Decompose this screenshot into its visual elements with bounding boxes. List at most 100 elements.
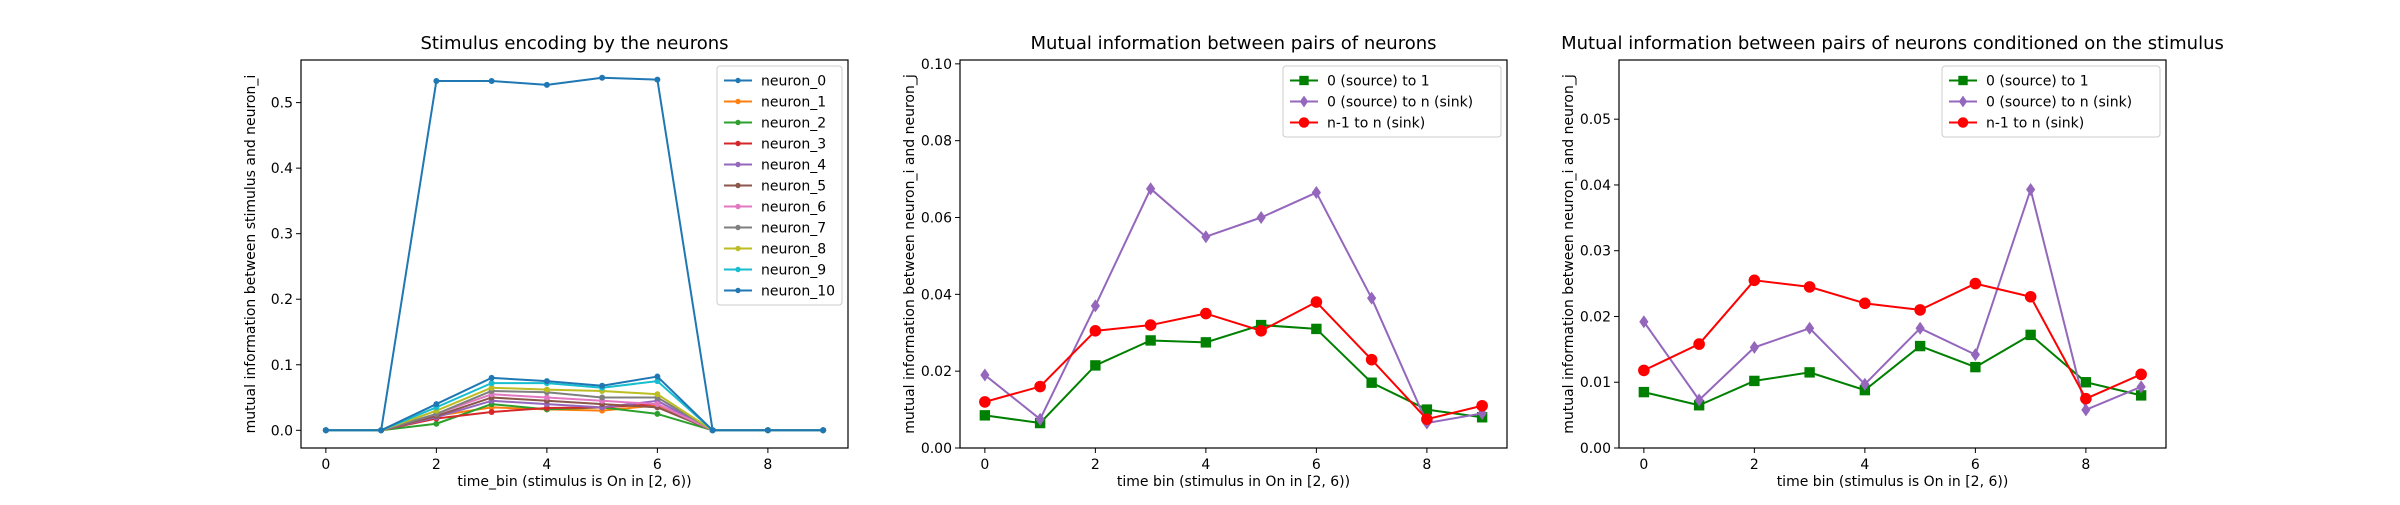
x-tick-label: 2 — [1091, 457, 1100, 473]
chart-panel-1: 0 2 4 6 8 0.0 0.1 0.2 0.3 0.4 0.5 Stimulus encoding… — [243, 33, 849, 490]
data-point — [654, 76, 661, 83]
data-point — [654, 410, 661, 417]
axes-frame — [959, 59, 1508, 449]
data-point — [1970, 361, 1981, 373]
legend-item: neuron_4 — [724, 158, 826, 174]
data-point — [1749, 340, 1759, 354]
legend-item: 0 (source) to n (sink) — [1290, 95, 1473, 111]
x-tick-label: 4 — [1860, 457, 1869, 473]
data-point — [433, 401, 440, 408]
data-point — [709, 427, 716, 434]
legend-label: neuron_3 — [761, 137, 826, 153]
data-point — [1693, 338, 1705, 350]
y-tick-label: 0.02 — [1580, 309, 1611, 325]
data-point — [1804, 367, 1815, 378]
data-point — [2135, 390, 2147, 401]
legend-label: neuron_5 — [761, 179, 826, 195]
legend-swatch-marker — [735, 119, 741, 126]
data-point — [543, 378, 550, 385]
series-line-10 — [325, 375, 824, 432]
x-axis-label: time bin (stimulus is On in [2, 6)) — [1777, 474, 2009, 490]
data-point — [543, 386, 550, 393]
data-point — [1034, 380, 1046, 393]
data-point — [1090, 299, 1100, 313]
y-tick-label: 0.00 — [1580, 441, 1611, 457]
legend-swatch-marker — [735, 161, 741, 168]
legend-label: neuron_6 — [761, 200, 826, 216]
legend: neuron_0 neuron_1 neuron_2 neuron_3 neuron_4… — [716, 65, 843, 306]
data-point — [433, 77, 440, 84]
x-tick-label: 4 — [1201, 457, 1210, 473]
y-axis-label: mutual information between neuron_i and … — [902, 74, 918, 434]
legend-label: 0 (source) to 1 — [1986, 74, 2089, 90]
y-tick-label: 0.0 — [271, 423, 293, 439]
y-axis-label: mutual information between stimulus and … — [243, 75, 259, 434]
x-tick-label: 8 — [2081, 457, 2090, 473]
legend-label: neuron_10 — [761, 284, 835, 300]
x-tick-label: 4 — [542, 457, 551, 473]
data-point — [1915, 321, 1925, 335]
data-point — [654, 391, 661, 398]
legend-item: neuron_6 — [724, 200, 826, 216]
data-point — [1914, 340, 1926, 352]
data-point — [1970, 348, 1980, 362]
data-point — [599, 394, 606, 401]
legend-label: neuron_7 — [761, 221, 826, 237]
data-point — [980, 368, 990, 382]
legend-label: neuron_8 — [761, 242, 826, 258]
plot-area — [322, 74, 827, 434]
data-point — [2135, 368, 2147, 381]
data-point — [820, 427, 827, 434]
data-point — [1803, 281, 1816, 293]
data-point — [378, 427, 385, 434]
data-point — [488, 77, 495, 84]
legend-swatch-marker — [1957, 117, 1969, 128]
legend-box — [1282, 65, 1502, 138]
data-point — [1200, 337, 1212, 348]
y-tick-label: 0.4 — [271, 161, 293, 177]
legend: 0 (source) to 1 0 (source) to n (sink) n-1… — [1282, 65, 1502, 138]
y-tick-label: 0.3 — [271, 227, 293, 243]
legend-swatch-marker — [735, 245, 741, 252]
data-point — [654, 373, 661, 380]
data-point — [979, 410, 991, 421]
plot-area — [1638, 183, 2147, 417]
x-tick-label: 2 — [432, 457, 441, 473]
data-point — [1256, 211, 1266, 225]
legend-swatch-marker — [735, 98, 741, 105]
series-line-0 — [1643, 333, 2142, 407]
y-tick-label: 0.00 — [921, 441, 952, 457]
legend-item: neuron_1 — [724, 95, 826, 111]
legend-item: n-1 to n (sink) — [1290, 116, 1425, 132]
x-tick-label: 0 — [321, 457, 330, 473]
legend-label: neuron_9 — [761, 263, 826, 279]
y-tick-label: 0.04 — [921, 287, 952, 303]
data-point — [1145, 335, 1156, 346]
data-point — [1694, 393, 1704, 407]
data-point — [1144, 319, 1157, 331]
data-point — [1255, 325, 1267, 337]
x-tick-label: 6 — [1312, 457, 1321, 473]
legend-label: neuron_1 — [761, 95, 826, 111]
data-point — [1421, 404, 1433, 415]
data-point — [979, 396, 991, 408]
legend-swatch-marker — [1298, 117, 1310, 128]
legend-item: 0 (source) to n (sink) — [1949, 95, 2132, 111]
data-point — [1201, 230, 1211, 244]
data-point — [2026, 183, 2036, 197]
legend-item: neuron_9 — [724, 263, 826, 279]
data-point — [1638, 386, 1650, 398]
x-tick-label: 0 — [980, 457, 989, 473]
series-line-1 — [984, 187, 1483, 425]
legend-swatch-marker — [1299, 95, 1309, 108]
legend-item: neuron_0 — [724, 74, 826, 90]
series-line-2 — [1643, 279, 2142, 400]
legend-item: neuron_8 — [724, 242, 826, 258]
y-tick-label: 0.06 — [921, 211, 952, 227]
legend-swatch-marker — [735, 224, 741, 231]
legend-item: neuron_2 — [724, 116, 826, 132]
legend-box — [1941, 65, 2161, 138]
legend-label: 0 (source) to 1 — [1327, 74, 1430, 90]
data-point — [488, 384, 495, 391]
